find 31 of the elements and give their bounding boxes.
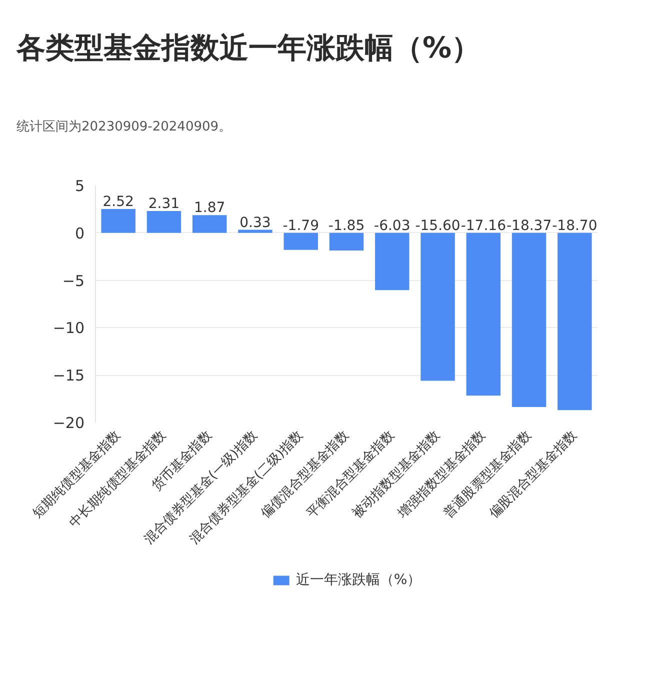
y-tick-label: −15 — [52, 366, 84, 385]
bar — [420, 232, 455, 381]
y-tick-label: −10 — [52, 319, 84, 338]
data-label: -6.03 — [374, 218, 410, 234]
bar — [146, 211, 182, 233]
y-tick-label: 5 — [74, 177, 85, 195]
data-label: -18.70 — [552, 218, 598, 234]
y-tick-label: 0 — [74, 224, 85, 242]
data-label: -15.60 — [415, 218, 460, 234]
bar — [192, 215, 227, 233]
bar — [284, 232, 318, 250]
data-label: 0.33 — [240, 214, 271, 231]
data-label: 1.87 — [194, 200, 226, 216]
bar — [101, 209, 136, 233]
data-label: -18.37 — [506, 218, 552, 234]
data-label: -1.79 — [282, 218, 319, 234]
bar — [329, 232, 364, 250]
y-tick-label: −5 — [62, 272, 85, 290]
bar — [466, 232, 501, 396]
data-label: 2.31 — [148, 196, 180, 212]
chart-subtitle: 统计区间为20230909-20240909。 — [16, 120, 232, 134]
bar — [375, 232, 410, 290]
bar — [238, 230, 272, 233]
chart-title: 各类型基金指数近一年涨跌幅（%） — [16, 30, 481, 64]
bar — [512, 232, 546, 408]
bar — [558, 232, 592, 410]
legend-label: 近一年涨跌幅（%） — [296, 571, 422, 589]
data-label: -17.16 — [460, 218, 506, 234]
y-tick-label: −20 — [52, 414, 84, 432]
data-label: 2.52 — [102, 194, 134, 210]
data-label: -1.85 — [328, 218, 365, 234]
